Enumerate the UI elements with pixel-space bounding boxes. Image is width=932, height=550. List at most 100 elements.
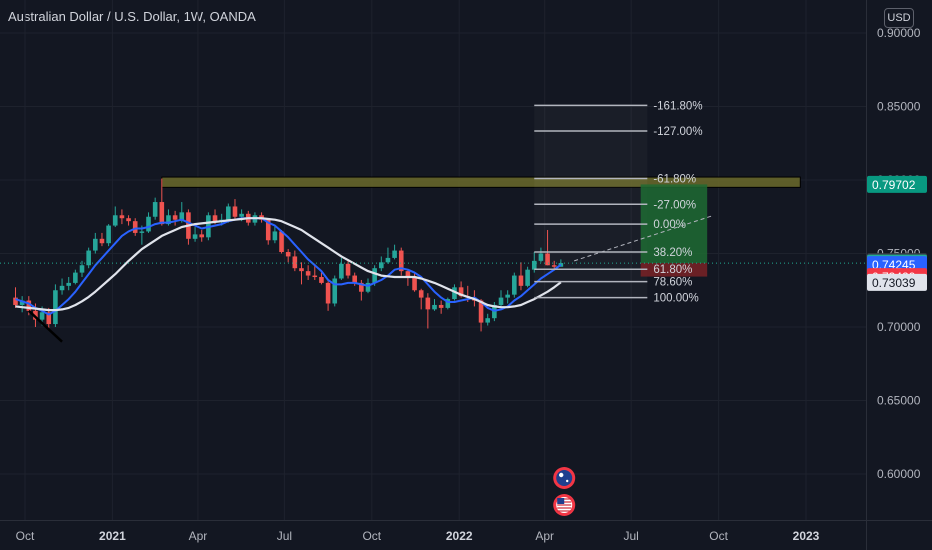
candle-body [86,250,91,266]
candle-body [405,271,411,278]
fibonacci-level-label: -27.00% [653,199,696,211]
price-tag-box [867,273,927,291]
candle-body [452,287,457,300]
candle-body [73,272,78,283]
candle-body [412,277,417,291]
candle-body [33,310,38,320]
candle-body [13,297,18,305]
candle-body [126,218,131,222]
candle-body [319,277,324,283]
currency-badge[interactable]: USD [884,8,914,28]
price-axis-label: 0.85000 [877,100,921,114]
candle-body [325,282,331,304]
candle-body [279,231,284,253]
candle-body [392,250,397,258]
candle-body [152,202,158,217]
flag-canton [557,498,565,504]
drawings[interactable] [161,105,801,297]
candle-body [226,206,231,220]
candle-body [478,300,484,323]
candle-body [312,275,318,278]
candle-body [518,275,524,286]
candle-body [345,263,351,276]
fibonacci-level-label: 61.80% [653,264,692,276]
price-axis-label: 0.90000 [877,26,921,40]
candle-body [212,215,218,222]
fibonacci-level-label: 78.60% [653,277,692,289]
time-axis-label: 2023 [793,529,820,543]
candle-body [299,268,304,272]
event-icon-face [556,470,573,486]
candle-body [66,282,72,286]
time-axis-label: 2021 [99,529,126,543]
candle-body [385,257,391,263]
candle-body [485,318,491,323]
candle-body [59,285,65,291]
candle-body [159,202,165,225]
time-axis-label: Oct [709,529,728,543]
fibonacci-level-label: 0.00% [653,219,686,231]
time-axis-label: Apr [189,529,208,543]
candle-body [132,221,138,233]
us-flag-icon [553,494,576,516]
price-axis-label: 0.60000 [877,467,921,481]
moving-average-slow [15,217,562,312]
candle-body [19,300,25,305]
position-profit-zone [640,184,708,264]
candle-body [106,225,111,244]
candle-body [79,265,85,273]
candle-body [551,265,557,267]
candle-body [305,271,311,276]
price-tag: 0.79702 [867,175,927,193]
candle-body [372,268,377,283]
australia-flag-icon [553,467,576,489]
candles [13,178,564,332]
candle-body [232,206,238,217]
candle-body [146,216,151,232]
candle-body [378,262,384,269]
candle-body [53,290,58,325]
candle-body [438,304,444,308]
candle-body [545,253,550,266]
time-axis-label: Jul [624,529,639,543]
candle-body [525,269,530,286]
flag-detail [559,472,564,478]
fibonacci-level-label: -61.80% [653,174,696,186]
candle-body [39,312,45,320]
candle-body [292,256,298,269]
time-axis-label: Apr [535,529,554,543]
price-tag-label: 0.73039 [872,276,916,290]
trend-line [27,309,63,343]
candle-body [418,290,424,298]
price-tag-label: 0.79702 [872,178,916,192]
projection-line [574,214,714,262]
candle-body [365,282,371,292]
candle-body [425,297,431,310]
candle-body [398,250,404,272]
grid [0,0,866,520]
candle-body [172,215,178,220]
candle-body [166,215,171,225]
price-tag: 0.73039 [867,273,927,291]
fibonacci-level-label: 38.20% [653,247,692,259]
time-axis-label: Oct [16,529,35,543]
candle-body [498,297,504,305]
candle-body [119,215,125,219]
moving-averages [15,217,562,316]
overlays[interactable]: -161.80% -127.00% -61.80% -27.00% 0.00% 38.20… [0,100,866,516]
candle-body [332,278,338,304]
candle-body [505,294,510,298]
candle-body [272,231,278,241]
candle-body [458,287,464,297]
fibonacci-level-label: -161.80% [653,100,702,112]
time-axis-label: Jul [277,529,292,543]
candle-body [93,238,98,251]
candle-body [285,252,291,257]
candle-body [46,312,52,325]
price-axis-label: 0.65000 [877,394,921,408]
chart-title: Australian Dollar / U.S. Dollar, 1W, OAN… [8,9,256,24]
candle-body [199,234,205,238]
